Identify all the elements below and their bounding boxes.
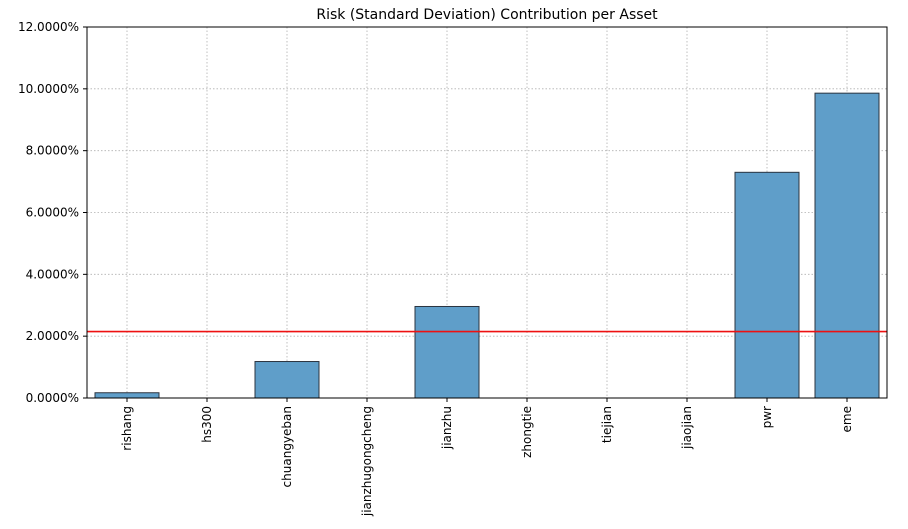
y-tick-label: 10.0000% [18, 82, 79, 96]
x-tick-label: zhongtie [520, 406, 534, 458]
bar-pwr [734, 171, 800, 399]
bars [94, 92, 880, 399]
y-tick-label: 2.0000% [26, 329, 79, 343]
y-tick-label: 12.0000% [18, 20, 79, 34]
x-tick-label: jianzhu [440, 406, 454, 450]
y-tick-label: 8.0000% [26, 144, 79, 158]
bar-jianzhu [414, 305, 480, 399]
x-axis: rishang hs300 chuangyeban jianzhugongcheng j… [120, 398, 854, 517]
x-tick-label: eme [840, 406, 854, 432]
y-tick-label: 0.0000% [26, 391, 79, 405]
x-tick-label: rishang [120, 406, 134, 451]
x-tick-label: chuangyeban [280, 406, 294, 487]
chart-title: Risk (Standard Deviation) Contribution p… [316, 7, 658, 23]
bar-eme [814, 92, 880, 399]
y-tick-label: 6.0000% [26, 206, 79, 220]
x-tick-label: jianzhugongcheng [360, 406, 374, 517]
bar-chuangyeban [254, 361, 320, 399]
x-tick-label: jiaojian [680, 406, 694, 450]
y-tick-label: 4.0000% [26, 267, 79, 281]
y-axis: 0.0000% 2.0000% 4.0000% 6.0000% 8.0000% 10.00… [18, 20, 87, 405]
x-tick-label: tiejian [600, 406, 614, 443]
x-tick-label: pwr [760, 406, 774, 428]
x-tick-label: hs300 [200, 406, 214, 443]
bar-rishang [94, 392, 160, 399]
